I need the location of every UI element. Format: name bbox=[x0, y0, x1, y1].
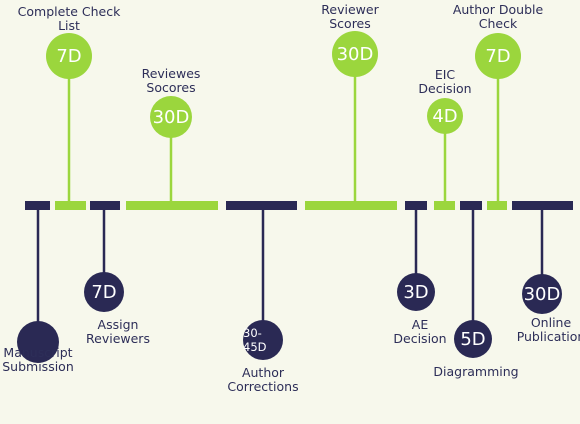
timeline-segment-author-double-check bbox=[487, 201, 507, 210]
step-label-online-publication: Online Publication bbox=[517, 316, 580, 344]
timeline-segment-online-publication bbox=[512, 201, 573, 210]
step-label-line: Manuscript bbox=[3, 345, 73, 360]
step-label-eic-decision: EIC Decision bbox=[418, 68, 471, 96]
timeline-segment-author-corrections bbox=[226, 201, 297, 210]
step-label-complete-check-list: Complete Check List bbox=[18, 5, 121, 33]
step-label-manuscript-submission: Manuscript Submission bbox=[2, 346, 74, 374]
step-label-author-corrections: Author Corrections bbox=[227, 366, 298, 394]
timeline-segment-assign-reviewers bbox=[90, 201, 120, 210]
step-label-line: AE bbox=[411, 317, 429, 332]
duration-label: 30D bbox=[336, 43, 374, 65]
duration-label: 30D bbox=[152, 106, 190, 128]
duration-circle-complete-check-list: 7D bbox=[46, 33, 92, 79]
step-label-line: List bbox=[58, 18, 80, 33]
duration-circle-reviewes-socores: 30D bbox=[150, 96, 192, 138]
step-label-line: Scores bbox=[329, 16, 371, 31]
duration-label: 3D bbox=[403, 281, 429, 303]
step-label-assign-reviewers: Assign Reviewers bbox=[86, 318, 150, 346]
timeline-segment-reviewer-scores bbox=[305, 201, 397, 210]
timeline-segment-diagramming bbox=[460, 201, 482, 210]
step-label-line: Decision bbox=[393, 331, 447, 346]
duration-label: 30-45D bbox=[243, 326, 267, 354]
step-label-line: Corrections bbox=[227, 379, 299, 394]
step-label-line: Author Double bbox=[452, 2, 544, 17]
step-label-reviewer-scores: Reviewer Scores bbox=[321, 3, 378, 31]
duration-label: 5D bbox=[460, 328, 486, 350]
timeline-segment-complete-check-list bbox=[55, 201, 86, 210]
step-label-line: Publication bbox=[516, 329, 580, 344]
step-label-line: Decision bbox=[418, 81, 472, 96]
duration-circle-ae-decision: 3D bbox=[397, 273, 435, 311]
step-label-line: Submission bbox=[2, 359, 74, 374]
step-label-line: Reviewes bbox=[141, 66, 201, 81]
step-label-line: Reviewer bbox=[321, 2, 379, 17]
step-label-line: Online bbox=[530, 315, 572, 330]
step-label-diagramming: Diagramming bbox=[433, 365, 518, 379]
duration-label: 4D bbox=[432, 105, 458, 127]
step-label-line: Reviewers bbox=[86, 331, 150, 346]
duration-circle-online-publication: 30D bbox=[522, 274, 562, 314]
duration-circle-assign-reviewers: 7D bbox=[84, 272, 124, 312]
step-label-line: Author bbox=[241, 365, 285, 380]
duration-circle-eic-decision: 4D bbox=[427, 98, 463, 134]
step-label-ae-decision: AE Decision bbox=[393, 318, 446, 346]
step-label-line: Socores bbox=[146, 80, 196, 95]
step-label-line: Assign bbox=[97, 317, 139, 332]
step-label-reviewes-socores: Reviewes Socores bbox=[142, 67, 201, 95]
duration-circle-reviewer-scores: 30D bbox=[332, 31, 378, 77]
timeline-segment-reviewes-socores bbox=[126, 201, 218, 210]
timeline-segment-manuscript-submission bbox=[25, 201, 50, 210]
duration-circle-author-corrections: 30-45D bbox=[243, 320, 283, 360]
duration-circle-author-double-check: 7D bbox=[475, 33, 521, 79]
step-label-author-double-check: Author Double Check bbox=[453, 3, 543, 31]
duration-label: 7D bbox=[91, 281, 117, 303]
duration-label: 30D bbox=[523, 283, 561, 305]
step-label-line: Complete Check bbox=[17, 4, 121, 19]
duration-circle-diagramming: 5D bbox=[454, 320, 492, 358]
timeline-segment-eic-decision bbox=[434, 201, 455, 210]
duration-label: 7D bbox=[485, 45, 511, 67]
duration-circle-manuscript-submission bbox=[17, 321, 59, 363]
step-label-line: Diagramming bbox=[433, 364, 519, 379]
step-label-line: EIC bbox=[434, 67, 456, 82]
duration-label: 7D bbox=[56, 45, 82, 67]
timeline-segment-ae-decision bbox=[405, 201, 427, 210]
step-label-line: Check bbox=[478, 16, 518, 31]
